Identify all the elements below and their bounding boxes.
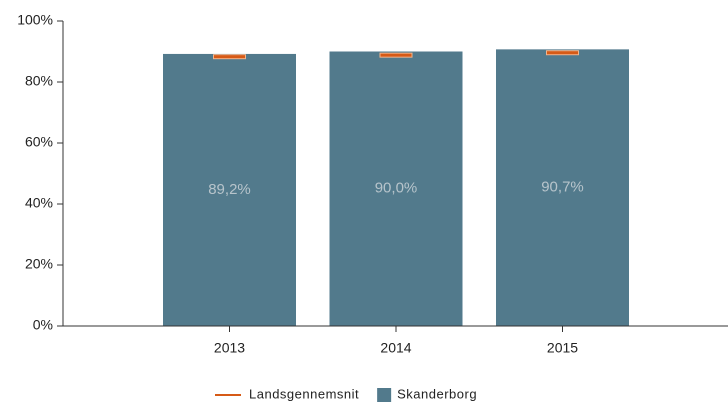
value-label: 90,7%	[541, 179, 584, 196]
value-label: 89,2%	[208, 181, 251, 198]
average-marker	[546, 50, 579, 56]
value-label: 90,0%	[375, 180, 418, 197]
average-marker	[213, 54, 246, 60]
x-tick-label: 2015	[547, 340, 578, 356]
y-tick-label: 60%	[25, 134, 53, 150]
legend-swatch	[377, 388, 392, 402]
legend-label: Landsgennemsnit	[249, 386, 359, 401]
bar	[496, 49, 629, 327]
legend-label: Skanderborg	[397, 386, 477, 401]
y-tick-label: 20%	[25, 256, 53, 272]
y-tick-label: 0%	[33, 317, 53, 333]
average-marker	[379, 52, 413, 58]
x-tick-label: 2013	[214, 340, 245, 356]
bar	[329, 51, 463, 326]
y-tick-label: 40%	[25, 195, 53, 211]
y-tick-label: 100%	[17, 12, 53, 28]
y-tick-label: 80%	[25, 73, 53, 89]
x-tick-label: 2014	[380, 340, 411, 356]
bar	[163, 53, 296, 326]
